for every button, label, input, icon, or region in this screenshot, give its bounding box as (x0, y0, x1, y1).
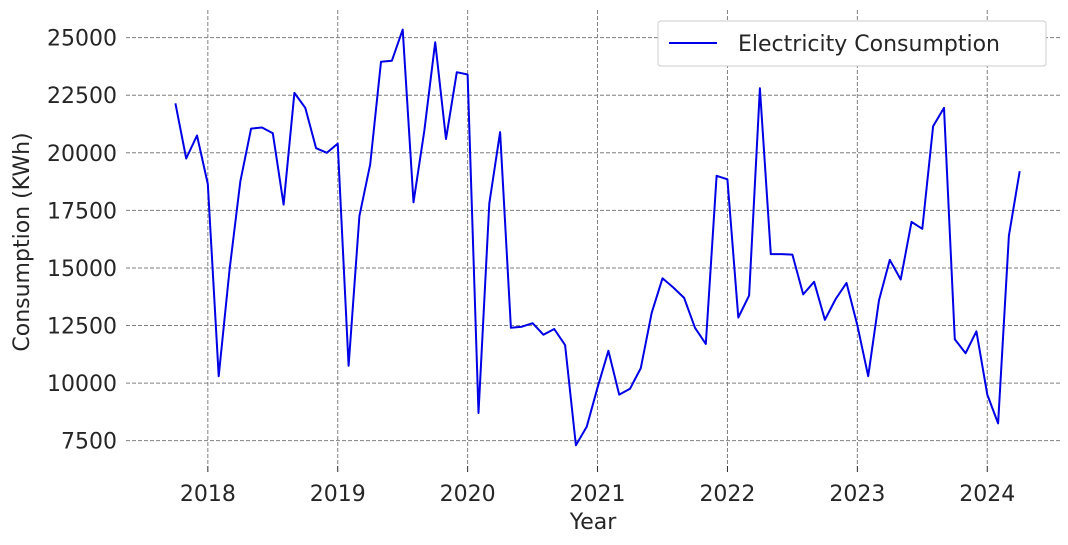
x-tick-label: 2019 (310, 482, 366, 507)
x-tick-labels: 2018 2019 2020 2021 2022 2023 2024 (180, 482, 1015, 507)
series-line-electricity-consumption (174, 28, 1021, 447)
y-tick-label: 20000 (47, 142, 117, 167)
y-axis-label: Consumption (KWh) (10, 132, 35, 351)
x-tick-label: 2022 (699, 482, 755, 507)
legend-label: Electricity Consumption (738, 32, 1000, 57)
y-tick-label: 22500 (47, 84, 117, 109)
y-tick-labels: 7500 10000 12500 15000 17500 20000 22500 25000 (47, 27, 117, 455)
y-tick-label: 12500 (47, 315, 117, 340)
x-axis-label: Year (569, 510, 618, 535)
y-gridlines (126, 37, 1060, 442)
x-tick-label: 2018 (180, 482, 236, 507)
x-tick-label: 2024 (959, 482, 1015, 507)
x-tick-label: 2020 (440, 482, 496, 507)
y-tick-label: 25000 (47, 27, 117, 52)
legend-box (657, 20, 1047, 67)
y-tick-label: 10000 (47, 372, 117, 397)
legend: Electricity Consumption (657, 20, 1047, 67)
x-tick-label: 2021 (570, 482, 626, 507)
y-tick-label: 17500 (47, 199, 117, 224)
y-tick-label: 7500 (61, 430, 117, 455)
x-tick-label: 2023 (829, 482, 885, 507)
x-gridlines (207, 10, 988, 472)
y-tick-label: 15000 (47, 257, 117, 282)
